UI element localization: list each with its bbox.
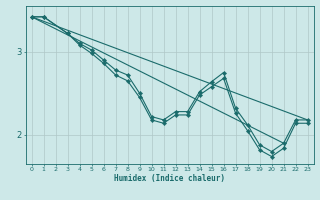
X-axis label: Humidex (Indice chaleur): Humidex (Indice chaleur) <box>114 174 225 183</box>
